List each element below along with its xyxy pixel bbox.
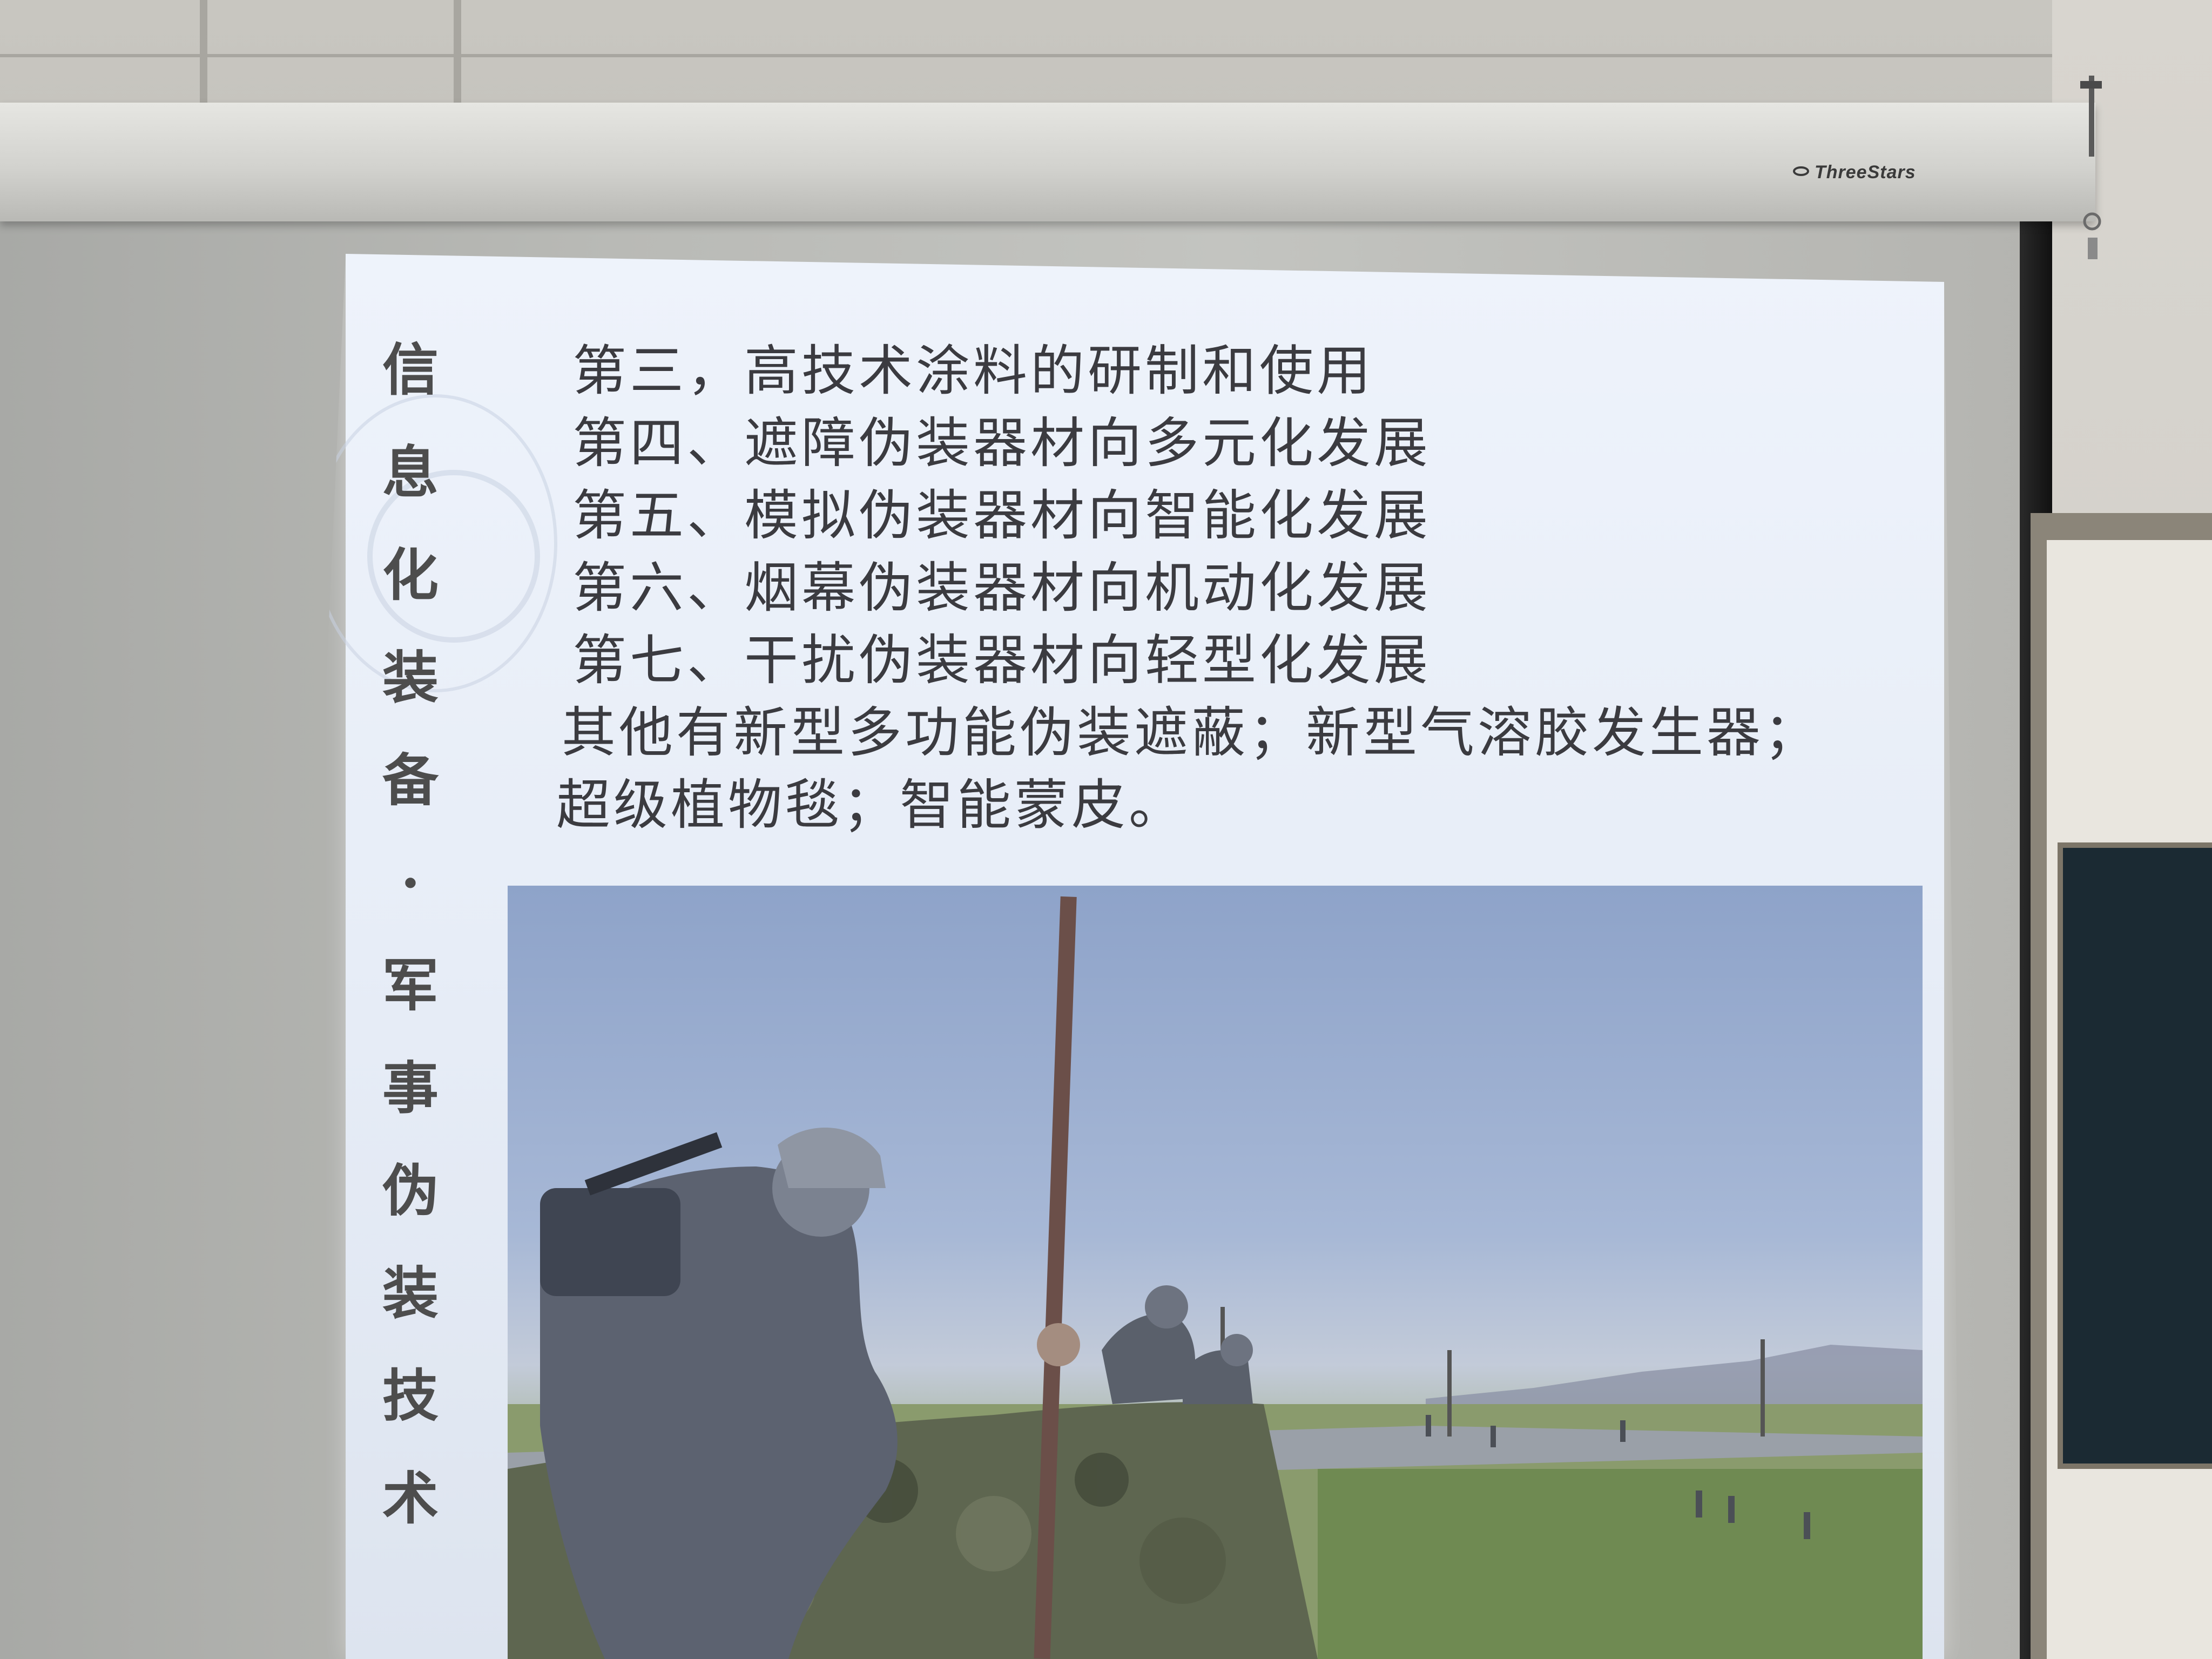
slide-line: 第七、干扰伪装器材向轻型化发展	[572, 629, 1431, 692]
title-char: 息	[382, 439, 439, 505]
title-char: 信	[382, 336, 439, 403]
title-char: 技	[382, 1363, 439, 1429]
title-char: 伪	[382, 1157, 439, 1224]
title-char: 事	[382, 1055, 439, 1121]
photo-illustration	[508, 896, 1923, 1659]
brand-logo-icon	[1793, 166, 1809, 176]
slide-line: 其他有新型多功能伪装遮蔽；新型气溶胶发生器；	[562, 701, 1821, 764]
title-char: 装	[382, 1260, 439, 1326]
slide-line: 第六、烟幕伪装器材向机动化发展	[572, 556, 1431, 619]
title-char: 备	[382, 747, 439, 813]
ceiling-seam	[0, 54, 2106, 57]
screen-brand-label: ThreeStars	[1815, 162, 1916, 183]
slide-body-text: 第三，高技术涂料的研制和使用 第四、遮障伪装器材向多元化发展 第五、模拟伪装器材…	[556, 335, 1818, 841]
slide-photo-camouflage-net	[508, 886, 1923, 1659]
title-separator: ·	[400, 849, 421, 916]
blackboard	[2058, 842, 2212, 1469]
slide-line: 超级植物毯；智能蒙皮。	[556, 773, 1186, 837]
ceiling-seam	[454, 0, 461, 103]
projector-screen-housing	[0, 103, 2095, 221]
mount-bracket-icon	[2080, 76, 2102, 259]
slide-line: 第五、模拟伪装器材向智能化发展	[572, 484, 1431, 547]
slide-vertical-title: 信 息 化 装 备 · 军 事 伪 装 技 术	[356, 319, 464, 1615]
title-char: 术	[382, 1465, 439, 1532]
title-char: 军	[382, 952, 439, 1019]
title-char: 装	[382, 644, 439, 711]
title-char: 化	[382, 542, 439, 608]
slide-line: 第三，高技术涂料的研制和使用	[572, 339, 1374, 402]
slide-line: 第四、遮障伪装器材向多元化发展	[572, 412, 1431, 475]
ceiling-seam	[200, 0, 207, 103]
